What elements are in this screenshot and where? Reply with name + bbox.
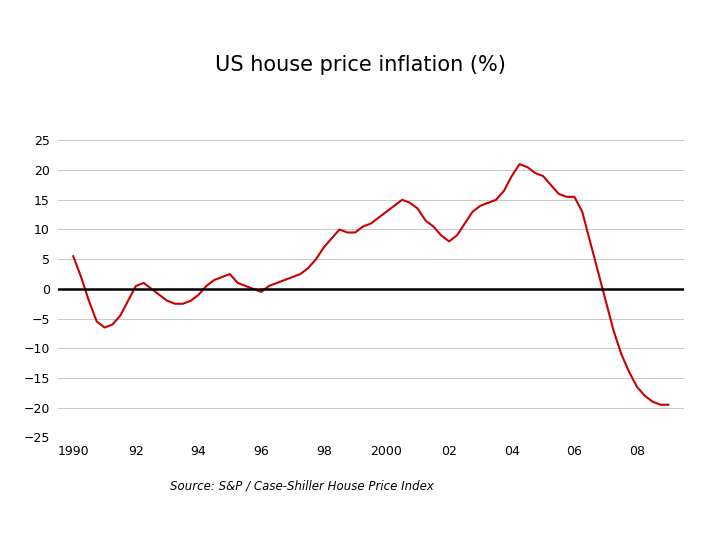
Text: US house price inflation (%): US house price inflation (%): [215, 55, 505, 75]
Text: Source: S&P / Case-Shiller House Price Index: Source: S&P / Case-Shiller House Price I…: [171, 480, 434, 492]
